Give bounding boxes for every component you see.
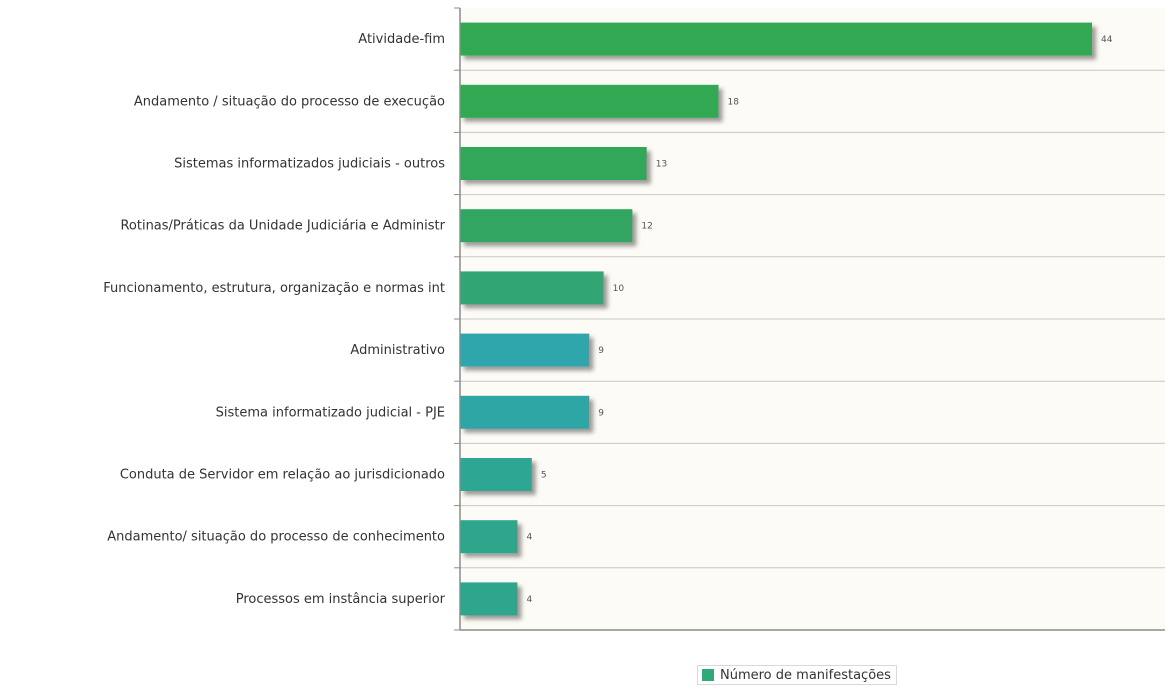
category-label: Administrativo bbox=[350, 343, 445, 358]
category-label: Processos em instância superior bbox=[236, 592, 446, 607]
bar bbox=[460, 395, 590, 429]
value-label: 5 bbox=[541, 471, 547, 481]
bar bbox=[460, 458, 532, 491]
category-label: Andamento / situação do processo de exec… bbox=[134, 94, 445, 109]
category-label: Atividade-fim bbox=[358, 32, 445, 47]
bar bbox=[460, 209, 633, 243]
bar bbox=[460, 22, 1092, 56]
value-label: 4 bbox=[526, 533, 532, 543]
category-label: Conduta de Servidor em relação ao jurisd… bbox=[120, 468, 445, 483]
value-label: 4 bbox=[526, 595, 532, 605]
legend[interactable]: Número de manifestações bbox=[697, 665, 897, 685]
value-label: 44 bbox=[1101, 35, 1113, 45]
bar bbox=[460, 271, 604, 305]
value-label: 9 bbox=[598, 408, 604, 418]
category-label: Rotinas/Práticas da Unidade Judiciária e… bbox=[120, 219, 445, 234]
bar bbox=[460, 582, 518, 616]
category-label: Sistemas informatizados judiciais - outr… bbox=[174, 157, 445, 172]
bar bbox=[460, 333, 590, 367]
value-label: 12 bbox=[641, 222, 652, 232]
legend-label: Número de manifestações bbox=[720, 667, 891, 683]
bar bbox=[460, 520, 518, 554]
category-label: Funcionamento, estrutura, organização e … bbox=[103, 281, 445, 296]
value-label: 9 bbox=[598, 346, 604, 356]
value-label: 18 bbox=[728, 97, 740, 107]
value-label: 13 bbox=[656, 160, 667, 170]
value-label: 10 bbox=[613, 284, 625, 294]
category-label: Andamento/ situação do processo de conhe… bbox=[107, 530, 445, 545]
category-label: Sistema informatizado judicial - PJE bbox=[216, 405, 445, 420]
legend-swatch bbox=[702, 669, 714, 681]
bar bbox=[460, 84, 719, 118]
bar bbox=[460, 147, 647, 180]
